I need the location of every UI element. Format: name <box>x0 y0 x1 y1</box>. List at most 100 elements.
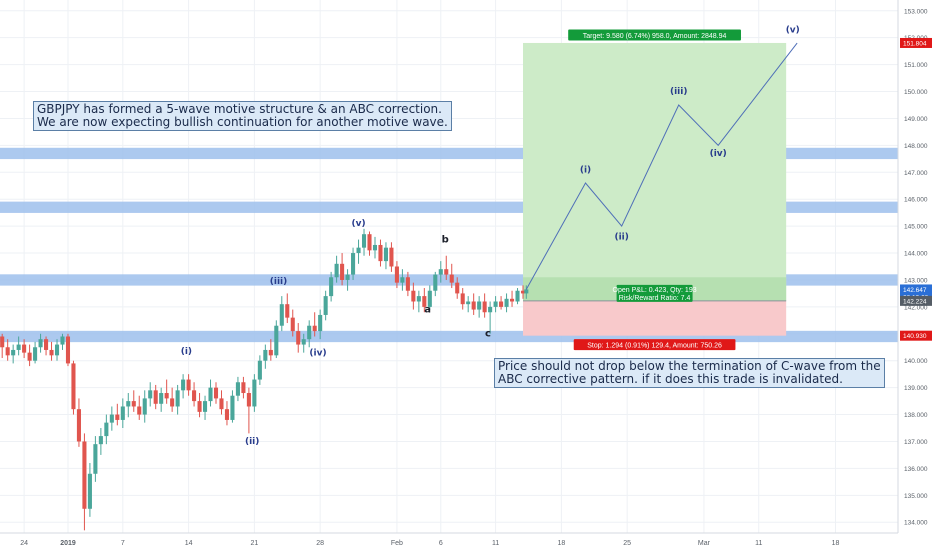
candle <box>82 433 87 531</box>
candle <box>405 271 410 297</box>
candle-body <box>60 336 65 345</box>
price-marker-text: 151.804 <box>903 40 927 47</box>
candle <box>323 290 328 321</box>
candle <box>71 360 76 415</box>
candle <box>60 333 65 350</box>
candlesticks <box>0 228 529 531</box>
price-marker-bg <box>900 295 932 306</box>
candle-body <box>449 274 454 283</box>
candle <box>488 301 493 334</box>
price-tick-label: 145.000 <box>904 224 928 231</box>
candle-body <box>54 344 60 356</box>
pnl-label-line1: Open P&L: 0.423, Qty: 193 <box>613 287 697 294</box>
candle-body <box>87 473 92 509</box>
candle <box>274 320 279 359</box>
candle <box>87 463 92 517</box>
target-label-bg <box>568 29 741 41</box>
candle <box>164 379 169 404</box>
candle-body <box>213 387 219 399</box>
time-tick-label: 28 <box>316 540 324 547</box>
candle <box>329 271 334 302</box>
candle <box>170 387 175 412</box>
candle <box>186 374 191 396</box>
candle <box>109 406 114 431</box>
candle-body <box>411 290 416 302</box>
candle <box>159 387 164 412</box>
candle <box>208 379 213 407</box>
candle <box>219 390 224 415</box>
candle <box>131 390 136 412</box>
candle <box>16 336 21 356</box>
candle <box>148 382 153 407</box>
candle <box>290 309 295 337</box>
candle <box>351 247 356 280</box>
candle <box>76 398 81 447</box>
analysis-note-top-line1: GBPJPY has formed a 5-wave motive struct… <box>37 102 442 116</box>
candle <box>367 231 372 256</box>
candle <box>279 296 284 332</box>
candle-body <box>148 390 153 399</box>
candle-body <box>290 317 295 332</box>
candle-body <box>181 379 186 391</box>
candle-body <box>345 274 350 280</box>
candle-body <box>44 339 49 350</box>
analysis-note-bottom: Price should not drop below the terminat… <box>494 358 885 388</box>
wave-label: a <box>424 304 431 315</box>
candle-body <box>372 244 378 251</box>
candle-body <box>0 336 5 348</box>
analysis-note-top-line2: We are now expecting bullish continuatio… <box>37 115 448 129</box>
price-marker: 151.804 <box>900 37 932 48</box>
wave-label: (v) <box>351 219 365 229</box>
candle-body <box>82 441 87 509</box>
time-tick-label: Feb <box>391 540 403 547</box>
candle <box>230 390 235 423</box>
candle <box>433 271 438 297</box>
candle-body <box>16 344 21 350</box>
candle-body <box>460 293 465 305</box>
candle <box>334 255 339 283</box>
candle-body <box>488 306 493 313</box>
candle <box>246 387 251 434</box>
candle <box>93 436 98 482</box>
candle-body <box>367 234 372 251</box>
wave-label: (iv) <box>309 348 326 358</box>
candle <box>499 296 504 310</box>
candle-body <box>334 263 339 278</box>
candle <box>197 393 202 418</box>
candle-body <box>520 290 526 294</box>
candle-body <box>197 401 202 412</box>
price-tick-label: 137.000 <box>904 439 928 446</box>
time-tick-label: 21 <box>250 540 258 547</box>
price-axis: 134.000 135.000 136.000 137.000 138.000 139.0… <box>897 0 932 533</box>
candle <box>438 261 443 283</box>
candle-body <box>427 290 432 307</box>
candle-body <box>329 277 334 297</box>
price-tick-label: 150.000 <box>904 89 928 96</box>
candle-body <box>307 325 312 340</box>
candle-body <box>131 401 136 407</box>
candle-body <box>164 393 169 399</box>
candle-body <box>444 269 449 275</box>
candle <box>504 293 509 313</box>
price-tick-label: 151.000 <box>904 62 928 69</box>
candle-body <box>224 409 230 420</box>
candle <box>213 382 219 404</box>
candle-body <box>109 414 114 423</box>
candle-body <box>49 349 54 356</box>
candle <box>285 293 290 324</box>
candle <box>252 374 257 412</box>
projected-wave-label: (iii) <box>670 87 687 97</box>
candle-body <box>356 247 361 254</box>
price-tick-label: 143.000 <box>904 277 928 284</box>
candle-body <box>98 436 103 445</box>
candle <box>202 395 208 420</box>
price-marker-text: 140.930 <box>903 333 927 340</box>
candle-body <box>416 296 421 302</box>
candle <box>0 333 5 359</box>
candle-body <box>230 395 235 420</box>
candle-body <box>312 325 317 332</box>
candle <box>181 374 186 399</box>
candle <box>137 395 142 420</box>
